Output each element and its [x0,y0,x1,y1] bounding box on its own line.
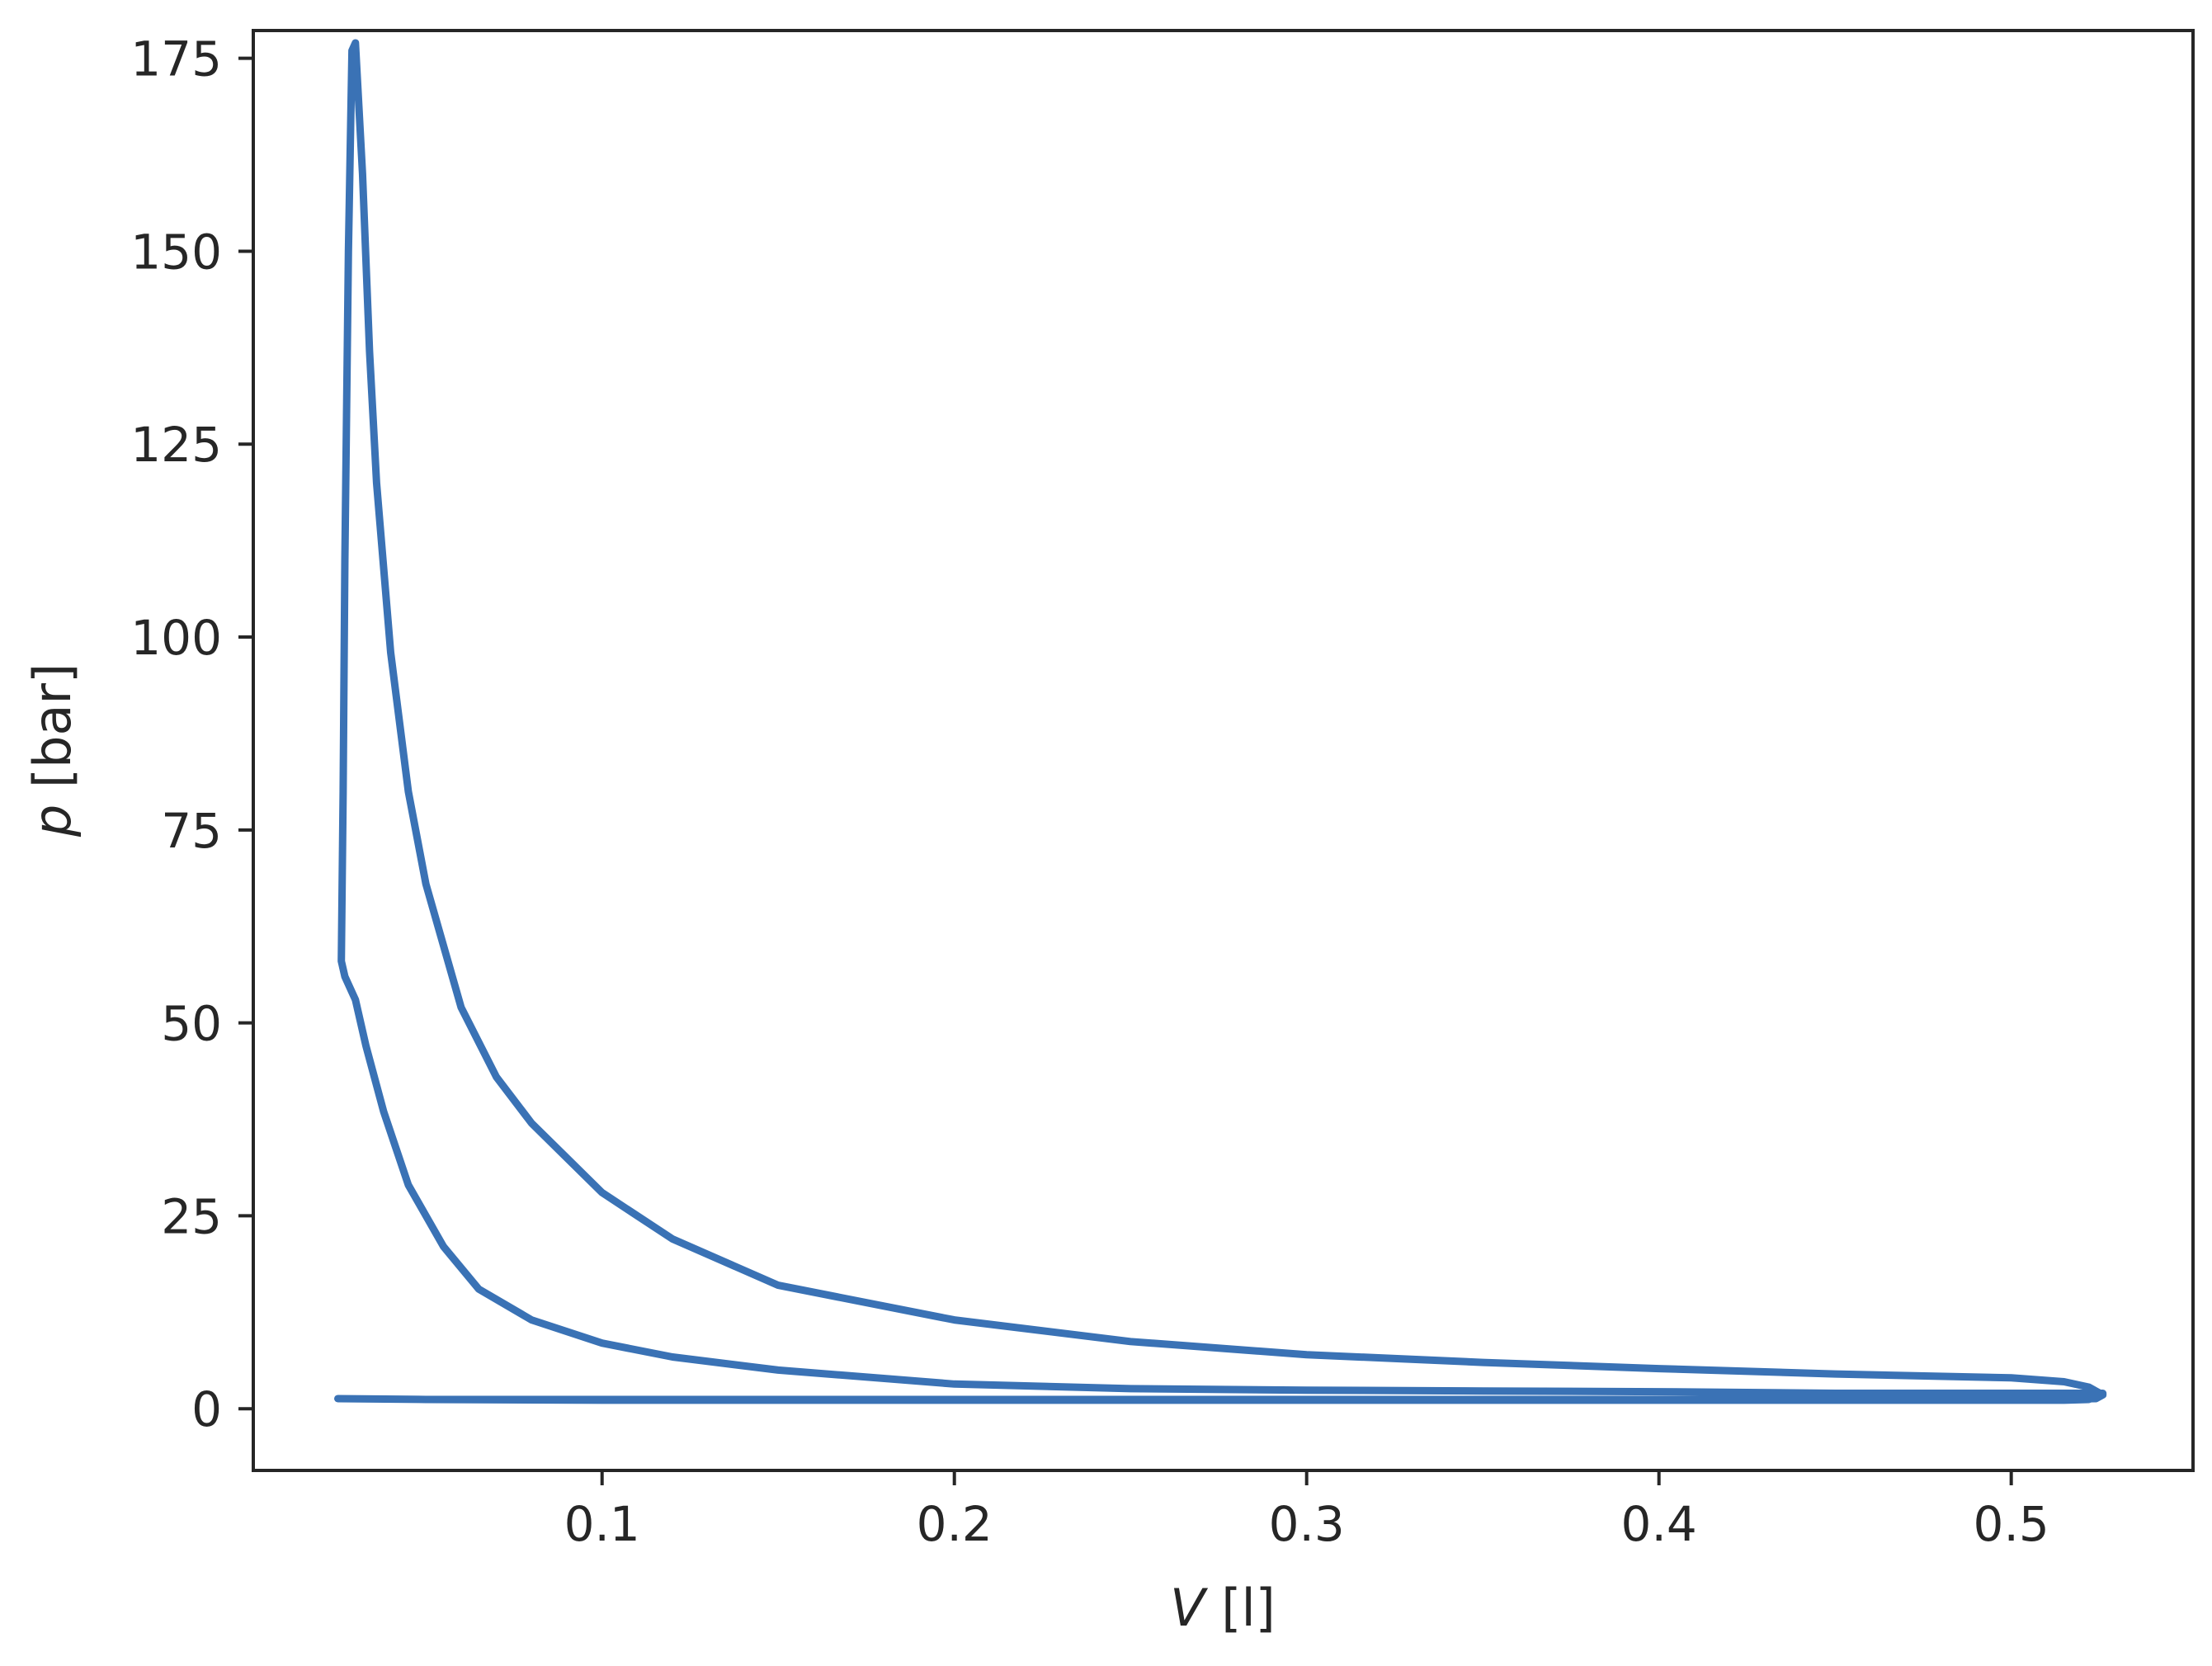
y-axis-label: p [bar] [22,663,83,838]
x-tick-label: 0.2 [917,1496,993,1552]
y-tick-label: 150 [130,224,222,280]
y-tick-label: 100 [130,610,222,666]
y-axis-ticks: 0 25 50 75 100 125 150 175 [130,31,253,1437]
x-tick-label: 0.1 [564,1496,640,1552]
y-tick-label: 175 [130,31,222,87]
x-tick-label: 0.5 [1974,1496,2049,1552]
x-axis-ticks: 0.1 0.2 0.3 0.4 0.5 [564,1470,2049,1552]
x-tick-label: 0.4 [1621,1496,1697,1552]
series-line [334,39,2107,1404]
y-tick-label: 0 [191,1381,222,1437]
x-axis-label: V [l] [1170,1578,1276,1638]
y-tick-label: 125 [130,417,222,473]
y-tick-label: 25 [161,1188,222,1244]
y-tick-label: 75 [161,803,222,859]
data-series [334,39,2107,1404]
y-tick-label: 50 [161,996,222,1052]
x-tick-label: 0.3 [1269,1496,1345,1552]
plot-frame [252,29,2195,1472]
